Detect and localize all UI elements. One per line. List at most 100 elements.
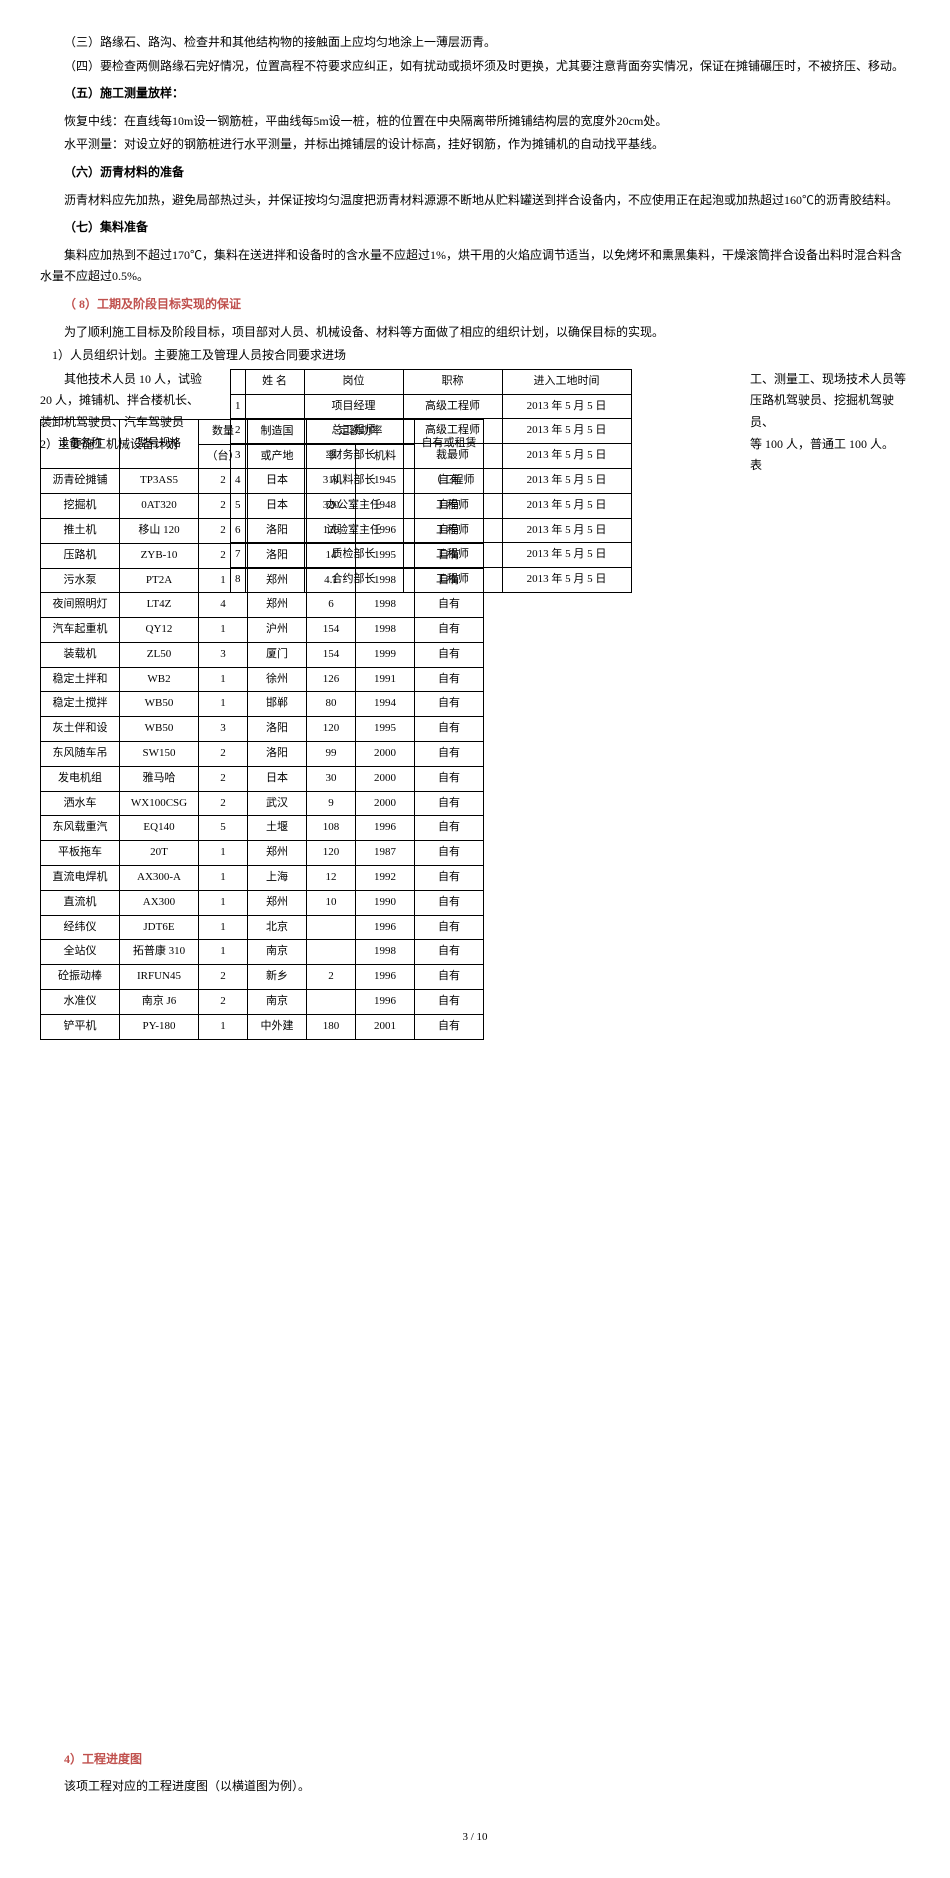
- table-cell: 邯郸: [248, 692, 307, 717]
- section-8-p1: 为了顺利施工目标及阶段目标，项目部对人员、机械设备、材料等方面做了相应的组织计划…: [40, 322, 910, 344]
- table-cell: 5: [199, 816, 248, 841]
- table-cell: 合约部长: [304, 568, 403, 593]
- section-4-title: 4）工程进度图: [40, 1749, 910, 1771]
- table-cell: 自有: [415, 742, 484, 767]
- table-cell: 1: [199, 618, 248, 643]
- table-row: 稳定土拌和WB21徐州1261991自有: [41, 667, 484, 692]
- table-cell: 2013 年 5 月 5 日: [502, 518, 631, 543]
- table-cell: [245, 518, 304, 543]
- table-cell: 1990: [356, 890, 415, 915]
- table-cell: 机料部长: [304, 468, 403, 493]
- table-cell: 1: [199, 915, 248, 940]
- table-row: 5办公室主任工程师2013 年 5 月 5 日: [231, 493, 632, 518]
- table-cell: 154: [307, 618, 356, 643]
- table-row: 东风随车吊SW1502洛阳992000自有: [41, 742, 484, 767]
- table-cell: 2013 年 5 月 5 日: [502, 419, 631, 444]
- th: 岗位: [304, 369, 403, 394]
- table-cell: 装载机: [41, 642, 120, 667]
- table-cell: 2013 年 5 月 5 日: [502, 468, 631, 493]
- table-cell: 2: [199, 766, 248, 791]
- table-cell: 1987: [356, 841, 415, 866]
- section-7-title: （七）集料准备: [40, 217, 910, 239]
- table-cell: AX300-A: [120, 866, 199, 891]
- table-cell: 8: [231, 568, 246, 593]
- table-row: 砼振动棒IRFUN452新乡21996自有: [41, 965, 484, 990]
- table-cell: 裁最师: [403, 444, 502, 469]
- table-cell: 自有: [415, 841, 484, 866]
- table-cell: 郑州: [248, 890, 307, 915]
- table-cell: （工程师: [403, 468, 502, 493]
- table-cell: 2013 年 5 月 5 日: [502, 543, 631, 568]
- table-cell: 1: [199, 866, 248, 891]
- table-row: 平板拖车20T1郑州1201987自有: [41, 841, 484, 866]
- table-cell: EQ140: [120, 816, 199, 841]
- table-cell: 移山 120: [120, 518, 199, 543]
- section-6-p1: 沥青材料应先加热，避免局部热过头，并保证按均匀温度把沥青材料源源不断地从贮料罐送…: [40, 190, 910, 212]
- table-row: 7质检部长工程师2013 年 5 月 5 日: [231, 543, 632, 568]
- table-cell: [245, 543, 304, 568]
- table-cell: 武汉: [248, 791, 307, 816]
- table-cell: 灰土伴和设: [41, 717, 120, 742]
- table-cell: SW150: [120, 742, 199, 767]
- table-cell: 财务部长: [304, 444, 403, 469]
- table-cell: 1998: [356, 593, 415, 618]
- table-cell: 工程师: [403, 543, 502, 568]
- table-cell: 1998: [356, 940, 415, 965]
- section-5-title: （五）施工测量放样：: [40, 83, 910, 105]
- table-cell: 4: [199, 593, 248, 618]
- table-cell: 2: [199, 791, 248, 816]
- table-cell: 自有: [415, 791, 484, 816]
- table-cell: 自有: [415, 642, 484, 667]
- table-cell: 154: [307, 642, 356, 667]
- table-cell: 2013 年 5 月 5 日: [502, 493, 631, 518]
- table-cell: 20T: [120, 841, 199, 866]
- table-cell: 直流电焊机: [41, 866, 120, 891]
- table-cell: 雅马哈: [120, 766, 199, 791]
- table-cell: 自有: [415, 593, 484, 618]
- table-cell: 5: [231, 493, 246, 518]
- table-cell: 自有: [415, 965, 484, 990]
- table-cell: 6: [231, 518, 246, 543]
- table-cell: 1999: [356, 642, 415, 667]
- table-cell: 厦门: [248, 642, 307, 667]
- table-cell: IRFUN45: [120, 965, 199, 990]
- table-row: 1项目经理高级工程师2013 年 5 月 5 日: [231, 394, 632, 419]
- table-cell: 办公室主任: [304, 493, 403, 518]
- table-cell: 污水泵: [41, 568, 120, 593]
- table-cell: 2: [199, 742, 248, 767]
- table-row: 姓 名 岗位 职称 进入工地时间: [231, 369, 632, 394]
- th: 职称: [403, 369, 502, 394]
- table-cell: [245, 394, 304, 419]
- table-cell: [307, 915, 356, 940]
- table-cell: 自有: [415, 1014, 484, 1039]
- table-cell: WX100CSG: [120, 791, 199, 816]
- table-cell: 120: [307, 841, 356, 866]
- paragraph-4: （四）要检查两侧路缘石完好情况，位置高程不符要求应纠正，如有扰动或损坏须及时更换…: [40, 56, 910, 78]
- table-cell: [245, 493, 304, 518]
- table-cell: 1996: [356, 915, 415, 940]
- table-cell: 2: [231, 419, 246, 444]
- table-cell: LT4Z: [120, 593, 199, 618]
- table-row: 8合约部长工程师2013 年 5 月 5 日: [231, 568, 632, 593]
- section-4-wrap: 4）工程进度图 该项工程对应的工程进度图（以横道图为例）。: [40, 1749, 910, 1798]
- table-row: 经纬仪JDT6E1北京1996自有: [41, 915, 484, 940]
- table-cell: 1991: [356, 667, 415, 692]
- table-row: 全站仪拓普康 3101南京1998自有: [41, 940, 484, 965]
- table-cell: 高级工程师: [403, 419, 502, 444]
- table-cell: 洛阳: [248, 742, 307, 767]
- th: 进入工地时间: [502, 369, 631, 394]
- table-cell: 2013 年 5 月 5 日: [502, 394, 631, 419]
- table-cell: 东风随车吊: [41, 742, 120, 767]
- table-cell: 郑州: [248, 593, 307, 618]
- paragraph-3: （三）路缘石、路沟、检查井和其他结构物的接触面上应均匀地涂上一薄层沥青。: [40, 32, 910, 54]
- table-cell: 平板拖车: [41, 841, 120, 866]
- table-cell: 全站仪: [41, 940, 120, 965]
- table-cell: 试验室主任: [304, 518, 403, 543]
- table-row: 直流电焊机AX300-A1上海121992自有: [41, 866, 484, 891]
- table-cell: 30: [307, 766, 356, 791]
- table-cell: 洒水车: [41, 791, 120, 816]
- table-cell: 中外建: [248, 1014, 307, 1039]
- table-cell: [307, 990, 356, 1015]
- table-cell: 北京: [248, 915, 307, 940]
- table-cell: 经纬仪: [41, 915, 120, 940]
